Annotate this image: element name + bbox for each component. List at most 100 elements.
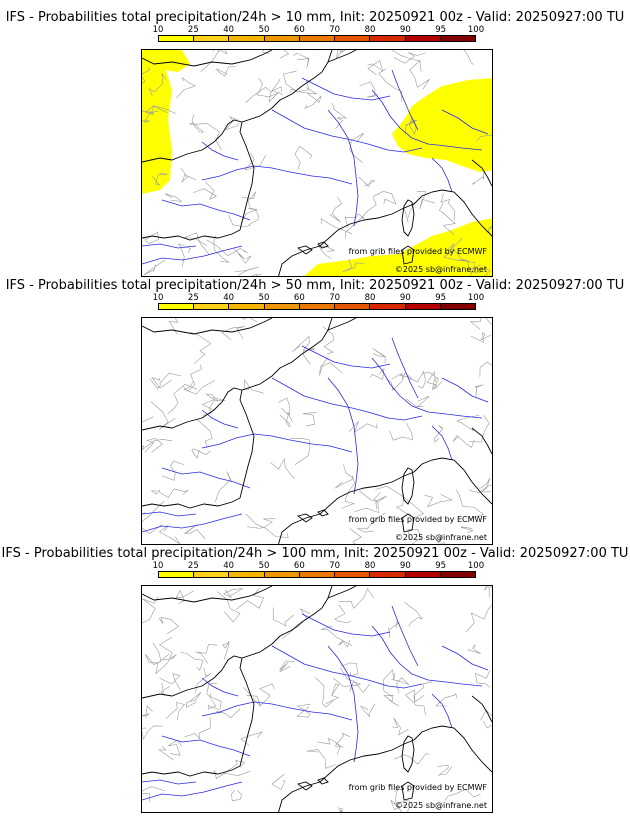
river-line [201,677,239,697]
coastline [142,586,333,699]
colorbar-tick-label: 25 [187,561,199,571]
coastline [401,735,415,773]
colorbar-segment [335,36,371,41]
coastline [142,50,273,67]
colorbar-tick-label: 50 [258,293,270,303]
precip-probability-area [304,218,492,276]
colorbar-ticks: 10 25 40 50 60 70 80 90 95 100 [153,561,485,571]
admin-borders [142,318,492,544]
colorbar-tick-label: 40 [223,25,235,35]
river-line [161,467,251,489]
colorbar-tick-label: 40 [223,561,235,571]
river-line [201,165,353,185]
coastline [239,121,255,231]
coastline [401,513,415,533]
colorbar-tick-label: 60 [293,561,305,571]
coastline [413,457,492,505]
river-line [431,157,453,193]
colorbar-tick-label: 70 [329,293,341,303]
river-line [371,357,483,419]
coastline [327,50,357,63]
river-line [142,779,197,785]
colorbar-segment [264,572,300,577]
river-line [371,625,483,687]
river-line [201,433,353,453]
admin-borders [142,586,492,812]
coastline [296,245,313,255]
river-line [327,109,359,227]
river-line [441,377,489,403]
river-line [161,199,251,221]
colorbar-tick-label: 95 [435,561,447,571]
colorbar-segment [405,572,441,577]
coastline [278,471,415,544]
copyright-note: ©2025 sb@infrane.net [394,533,487,542]
colorbar-segment [335,304,371,309]
colorbar-ticks: 10 25 40 50 60 70 80 90 95 100 [153,293,485,303]
colorbar-tick-label: 90 [399,25,411,35]
river-line [142,513,243,533]
coastline [413,189,492,237]
river-line [301,613,391,637]
coastline [317,241,329,249]
forecast-panel-50mm: IFS - Probabilities total precipitation/… [0,268,630,545]
panel-title: IFS - Probabilities total precipitation/… [1,546,629,561]
river-line [161,735,251,757]
river-line [271,645,423,689]
river-line [431,425,453,461]
colorbar-tick-label: 50 [258,25,270,35]
admin-borders [142,50,492,276]
coastline [413,725,492,773]
map-canvas [142,50,492,276]
coastline [471,159,492,187]
colorbar-ticks: 10 25 40 50 60 70 80 90 95 100 [153,25,485,35]
colorbar-segment [440,36,475,41]
coastline [278,739,415,812]
colorbar-tick-label: 10 [152,25,164,35]
copyright-note: ©2025 sb@infrane.net [394,801,487,810]
precip-probability-area [142,50,190,72]
data-credit: from grib files provided by ECMWF [348,783,487,792]
forecast-panel-100mm: IFS - Probabilities total precipitation/… [0,536,630,813]
panel-title: IFS - Probabilities total precipitation/… [5,10,625,25]
river-line [301,77,391,101]
colorbar-tick-label: 100 [467,25,485,35]
colorbar-tick-label: 60 [293,293,305,303]
colorbar-segment [299,36,336,41]
colorbar-tick-label: 80 [364,25,376,35]
coastline [327,586,357,599]
colorbar-tick-label: 25 [187,25,199,35]
river-line [431,693,453,729]
map-canvas [142,586,492,812]
colorbar-tick-label: 70 [329,25,341,35]
precip-map: from grib files provided by ECMWF ©2025 … [141,585,493,813]
river-line [391,69,419,131]
colorbar-tick-label: 100 [467,561,485,571]
coastline [471,427,492,455]
colorbar-tick-label: 90 [399,293,411,303]
colorbar-segment [370,304,406,309]
colorbar-tick-label: 80 [364,293,376,303]
colorbar [158,35,476,42]
coastline [239,657,255,767]
coastline [142,497,241,509]
river-line [201,409,239,429]
river-line [201,701,353,721]
coastline [401,245,415,265]
panel-title: IFS - Probabilities total precipitation/… [5,278,625,293]
river-line [441,645,489,671]
river-line [371,89,483,151]
colorbar-tick-label: 25 [187,293,199,303]
colorbar-tick-label: 40 [223,293,235,303]
colorbar-segment [159,572,195,577]
colorbar-segment [335,572,371,577]
coastline [142,586,273,603]
colorbar-segment [159,36,195,41]
colorbar-tick-label: 50 [258,561,270,571]
river-line [391,605,419,667]
data-credit: from grib files provided by ECMWF [348,247,487,256]
colorbar-segment [405,36,441,41]
river-line [327,377,359,495]
coastline [471,695,492,723]
colorbar-segment [440,304,475,309]
